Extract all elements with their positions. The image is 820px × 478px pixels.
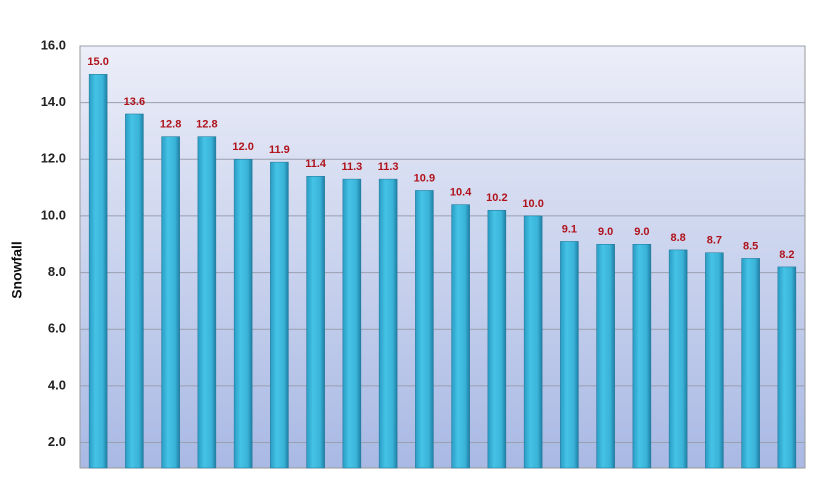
- value-label: 11.3: [378, 161, 399, 173]
- value-label: 12.0: [232, 141, 253, 153]
- bar: [233, 159, 253, 469]
- y-tick-label: 4.0: [48, 377, 66, 392]
- value-label: 11.9: [269, 144, 290, 156]
- value-label: 10.9: [414, 172, 435, 184]
- value-label: 8.7: [707, 235, 722, 247]
- bar: [741, 258, 760, 469]
- y-tick-label: 8.0: [48, 264, 66, 279]
- bar: [161, 136, 180, 469]
- bar: [125, 113, 144, 469]
- y-tick-label: 6.0: [48, 321, 66, 336]
- value-label: 9.0: [598, 226, 613, 238]
- bar: [668, 249, 688, 469]
- y-tick-label: 14.0: [41, 94, 66, 109]
- bar: [560, 241, 579, 469]
- y-axis-label: Snowfall: [9, 241, 25, 299]
- value-label: 12.8: [160, 119, 181, 131]
- value-label: 8.5: [743, 240, 758, 252]
- bar: [487, 210, 507, 469]
- value-label: 11.4: [305, 158, 327, 170]
- bar: [270, 161, 289, 469]
- value-label: 8.8: [670, 232, 685, 244]
- bar: [523, 215, 543, 469]
- y-tick-label: 16.0: [41, 37, 66, 52]
- bar: [88, 74, 108, 469]
- value-label: 12.8: [196, 119, 217, 131]
- bar: [705, 252, 724, 469]
- y-tick-label: 2.0: [48, 434, 66, 449]
- y-tick-label: 10.0: [41, 207, 66, 222]
- value-label: 10.0: [522, 198, 543, 210]
- value-label: 11.3: [341, 161, 362, 173]
- bar: [415, 190, 434, 469]
- value-label: 9.1: [562, 223, 577, 235]
- value-label: 8.2: [779, 249, 794, 261]
- bar: [632, 244, 652, 469]
- bar: [342, 178, 362, 469]
- bar: [306, 176, 325, 469]
- bar: [378, 178, 398, 469]
- value-label: 10.4: [450, 187, 472, 199]
- value-label: 9.0: [634, 226, 649, 238]
- bar: [777, 266, 797, 469]
- value-label: 13.6: [124, 96, 145, 108]
- bar: [596, 244, 615, 469]
- bar: [451, 204, 470, 469]
- bar: [197, 136, 217, 469]
- y-tick-label: 12.0: [41, 151, 66, 166]
- plot-area: [79, 45, 806, 469]
- value-label: 15.0: [87, 56, 108, 68]
- value-label: 10.2: [486, 192, 507, 204]
